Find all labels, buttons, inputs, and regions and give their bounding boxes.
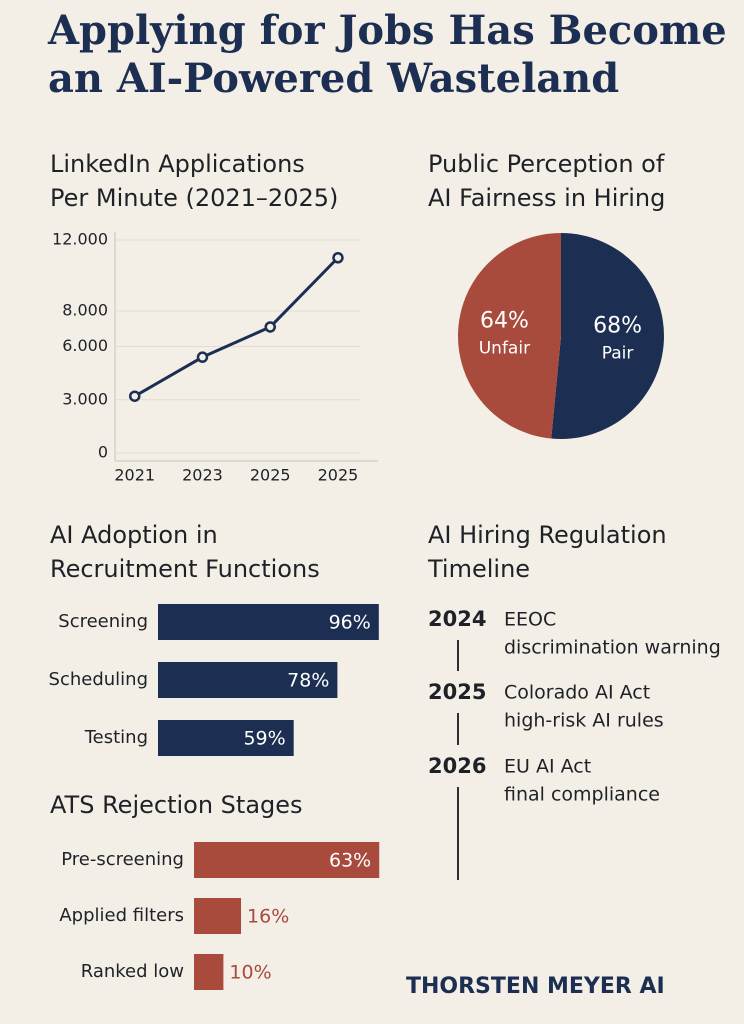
bar-label: Pre-screening: [61, 849, 184, 870]
event-text: final compliance: [504, 784, 660, 806]
bar-value: 96%: [329, 612, 371, 634]
chart-title: LinkedIn Applications: [50, 150, 305, 178]
pie-slice: [551, 233, 664, 439]
y-tick-label: 12.000: [52, 230, 108, 249]
slice-value: 68%: [593, 314, 642, 339]
y-tick-label: 6.000: [62, 336, 108, 355]
event-year: 2024: [428, 607, 486, 631]
bar-label: Scheduling: [49, 669, 148, 690]
bar: [158, 662, 338, 698]
point: [264, 321, 276, 333]
bar-value: 10%: [229, 962, 271, 984]
x-tick-label: 2023: [182, 466, 223, 485]
bar: [194, 842, 380, 878]
point: [128, 390, 141, 402]
bar-label: Screening: [58, 611, 148, 632]
bar-value: 78%: [287, 670, 329, 692]
event-text: EU AI Act: [504, 756, 591, 778]
x-tick-label: 2025: [318, 466, 359, 485]
y-tick-label: 8.000: [62, 301, 108, 320]
headline: an AI-Powered Wasteland: [48, 55, 619, 102]
bar-value: 63%: [329, 850, 371, 872]
footer: THORSTEN MEYER AI: [406, 974, 665, 999]
bar-value: 59%: [243, 728, 285, 750]
event-text: discrimination warning: [504, 637, 721, 659]
bar: [158, 604, 379, 640]
point: [332, 252, 344, 264]
slice-value: 64%: [480, 308, 529, 333]
chart-title: AI Fairness in Hiring: [428, 184, 665, 212]
chart-title: ATS Rejection Stages: [50, 791, 303, 819]
bar-label: Ranked low: [81, 961, 184, 982]
line: [133, 256, 340, 398]
chart-title: Timeline: [427, 555, 530, 583]
event-year: 2025: [428, 680, 486, 704]
slice-label: Pair: [602, 344, 634, 364]
bar: [194, 954, 224, 990]
point: [196, 351, 209, 363]
x-tick-label: 2025: [250, 466, 291, 485]
bar: [158, 720, 294, 756]
pie-slice: [457, 233, 561, 439]
chart-title: Recruitment Functions: [50, 555, 320, 583]
bar-label: Applied filters: [59, 905, 184, 926]
event-text: Colorado AI Act: [504, 682, 650, 704]
y-tick-label: 0: [98, 443, 108, 462]
x-tick-label: 2021: [114, 466, 155, 485]
chart-title: AI Adoption in: [50, 521, 218, 549]
headline: Applying for Jobs Has Become: [47, 7, 727, 54]
bar-value: 16%: [247, 906, 289, 928]
event-year: 2026: [428, 754, 486, 778]
bar-label: Testing: [84, 727, 148, 748]
chart-title: Public Perception of: [428, 150, 665, 178]
chart-title: AI Hiring Regulation: [428, 521, 667, 549]
event-text: high-risk AI rules: [504, 710, 664, 732]
event-text: EEOC: [504, 609, 556, 631]
chart-title: Per Minute (2021–2025): [50, 184, 338, 212]
slice-label: Unfair: [479, 338, 530, 358]
y-tick-label: 3.000: [62, 389, 108, 408]
bar: [194, 898, 242, 934]
